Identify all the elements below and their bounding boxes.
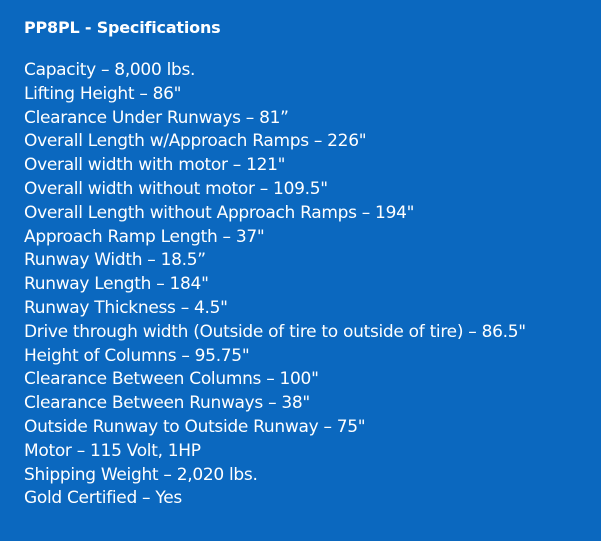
spec-item: Lifting Height – 86"	[24, 83, 182, 104]
spec-item: Overall width without motor – 109.5"	[24, 178, 328, 199]
spec-item: Clearance Under Runways – 81”	[24, 107, 289, 128]
spec-item: Motor – 115 Volt, 1HP	[24, 440, 201, 461]
spec-item: Drive through width (Outside of tire to …	[24, 321, 526, 342]
page-title: PP8PL - Specifications	[24, 18, 221, 37]
spec-item: Capacity – 8,000 lbs.	[24, 60, 196, 80]
spec-item: Clearance Between Runways – 38"	[24, 393, 310, 414]
spec-item: Overall width with motor – 121"	[24, 155, 286, 176]
spec-item: Overall Length w/Approach Ramps – 226"	[24, 131, 367, 152]
spec-list: Capacity – 8,000 lbs. Lifting Height – 8…	[24, 59, 526, 511]
spec-item: Gold Certified – Yes	[24, 488, 182, 509]
specifications-panel: PP8PL - Specifications Capacity – 8,000 …	[24, 16, 526, 511]
spec-item: Height of Columns – 95.75"	[24, 345, 250, 366]
spec-item: Shipping Weight – 2,020 lbs.	[24, 464, 258, 485]
spec-item: Runway Length – 184"	[24, 274, 209, 295]
spec-item: Approach Ramp Length – 37"	[24, 226, 265, 247]
spec-item: Overall Length without Approach Ramps – …	[24, 202, 415, 223]
spec-item: Runway Thickness – 4.5"	[24, 297, 228, 318]
spec-item: Outside Runway to Outside Runway – 75"	[24, 416, 366, 437]
spec-item: Clearance Between Columns – 100"	[24, 369, 319, 390]
spec-item: Runway Width – 18.5”	[24, 250, 206, 271]
